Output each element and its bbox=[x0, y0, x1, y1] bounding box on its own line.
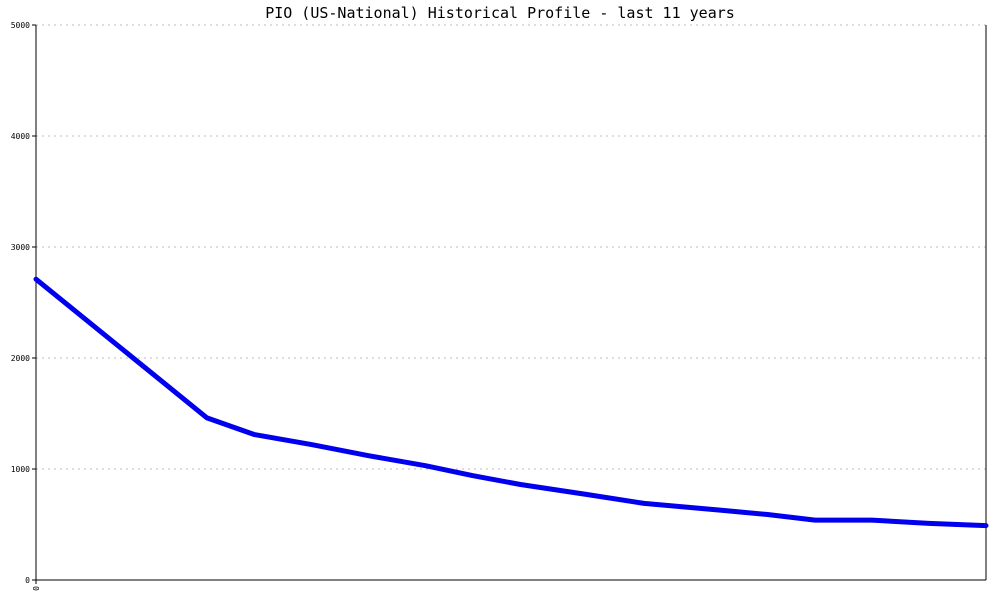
axes bbox=[35, 25, 987, 581]
tick-labels: 0 1000 2000 3000 4000 5000 0 bbox=[11, 21, 41, 591]
series bbox=[33, 276, 989, 529]
x-tick-label: 0 bbox=[32, 586, 41, 591]
y-tick-label: 3000 bbox=[11, 243, 30, 252]
y-tick-label: 5000 bbox=[11, 21, 30, 30]
series-line-0 bbox=[33, 276, 989, 529]
y-tick-label: 2000 bbox=[11, 354, 30, 363]
y-tick-label: 4000 bbox=[11, 132, 30, 141]
chart-title: PIO (US-National) Historical Profile - l… bbox=[265, 4, 735, 22]
grid-lines bbox=[36, 24, 986, 470]
y-tick-label: 0 bbox=[25, 576, 30, 585]
y-tick-label: 1000 bbox=[11, 465, 30, 474]
